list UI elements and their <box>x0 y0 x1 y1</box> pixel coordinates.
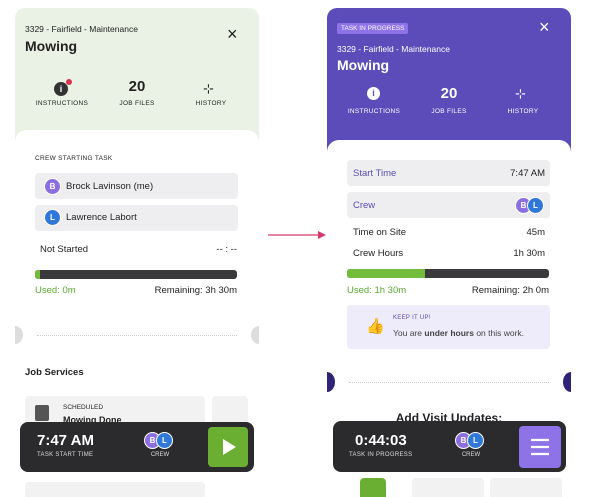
row-label: Start Time <box>353 168 397 179</box>
job-subtitle: 3329 - Fairfield - Maintenance <box>337 44 450 54</box>
bar-time-label: TASK IN PROGRESS <box>349 452 413 458</box>
remaining-time: Remaining: 3h 30m <box>154 285 237 296</box>
row-value: 7:47 AM <box>510 168 545 179</box>
notch <box>563 372 571 392</box>
bar-crew-label: CREW <box>461 452 481 458</box>
bottom-bar: 0:44:03 TASK IN PROGRESS B L CREW <box>333 421 566 472</box>
arrow <box>268 231 326 239</box>
update-tile[interactable] <box>490 478 562 497</box>
tab-label[interactable]: JOB FILES <box>431 108 467 115</box>
job-title: Mowing <box>337 57 390 73</box>
tip-text: You are under hours on this work. <box>393 328 524 338</box>
crew-pill[interactable] <box>35 173 238 199</box>
header-bg <box>15 8 259 148</box>
history-icon[interactable]: ⊹ <box>203 81 214 96</box>
menu-icon <box>531 438 549 456</box>
tab-label[interactable]: INSTRUCTIONS <box>347 108 401 115</box>
crew-pill[interactable] <box>35 205 238 231</box>
avatar: B <box>44 178 61 195</box>
bar-time: 0:44:03 <box>355 432 407 449</box>
row-label: Crew <box>353 200 376 211</box>
update-tile[interactable] <box>412 478 484 497</box>
tab-label[interactable]: HISTORY <box>507 108 539 115</box>
progress-bar <box>347 269 549 278</box>
tip-text-part: You are <box>393 328 425 338</box>
info-icon[interactable]: i <box>367 87 380 100</box>
close-button[interactable]: × <box>539 17 550 37</box>
progress-fill <box>35 270 40 279</box>
section-title: Job Services <box>25 367 84 378</box>
avatar: L <box>467 432 484 449</box>
job-files-count[interactable]: 20 <box>440 85 458 102</box>
update-tile[interactable] <box>360 478 386 497</box>
bottom-bar: 7:47 AM TASK START TIME B L CREW <box>20 422 254 472</box>
row-value: 1h 30m <box>513 248 545 259</box>
info-icon[interactable]: i <box>54 82 68 96</box>
status-badge: TASK IN PROGRESS <box>337 23 409 34</box>
used-time: Used: 0m <box>35 285 76 296</box>
tip-text-bold: under hours <box>424 328 474 338</box>
tab-label[interactable]: HISTORY <box>195 100 227 107</box>
job-title: Mowing <box>25 38 78 54</box>
thumb-icon: 👍 <box>366 318 385 335</box>
tip-box <box>347 305 550 349</box>
status-time: -- : -- <box>216 244 237 255</box>
divider <box>349 382 549 383</box>
job-files-count[interactable]: 20 <box>128 78 146 95</box>
used-time: Used: 1h 30m <box>347 285 407 296</box>
tip-text-part: on this work. <box>473 328 525 338</box>
row-label: Time on Site <box>353 227 406 238</box>
row-label: Crew Hours <box>353 248 404 259</box>
info-row <box>347 160 550 186</box>
avatar: L <box>527 197 544 214</box>
progress-bar <box>35 270 237 279</box>
avatar: L <box>156 432 173 449</box>
history-icon[interactable]: ⊹ <box>515 86 526 101</box>
close-button[interactable]: × <box>227 24 238 44</box>
play-icon <box>223 439 236 455</box>
notification-dot <box>66 79 72 85</box>
notch <box>251 326 259 344</box>
tip-title: KEEP IT UP! <box>393 315 431 321</box>
avatar: L <box>44 209 61 226</box>
tab-label[interactable]: JOB FILES <box>119 100 155 107</box>
bar-time: 7:47 AM <box>37 432 94 449</box>
start-button[interactable] <box>208 427 248 467</box>
menu-button[interactable] <box>519 426 561 468</box>
divider <box>37 335 237 336</box>
notch <box>327 372 335 392</box>
crew-heading: CREW STARTING TASK <box>35 155 113 162</box>
calendar-icon <box>35 405 49 421</box>
status-label: Not Started <box>40 244 89 255</box>
progress-fill <box>347 269 425 278</box>
service-tag: SCHEDULED <box>63 404 104 411</box>
crew-name: Brock Lavinson (me) <box>66 181 154 192</box>
bar-time-label: TASK START TIME <box>37 452 94 458</box>
crew-name: Lawrence Labort <box>66 212 137 223</box>
bar-crew-label: CREW <box>150 452 170 458</box>
notch <box>15 326 23 344</box>
tab-label[interactable]: INSTRUCTIONS <box>35 100 89 107</box>
service-card[interactable] <box>25 482 205 497</box>
row-value: 45m <box>526 227 545 238</box>
service-name: Mowing Done <box>63 415 122 425</box>
job-subtitle: 3329 - Fairfield - Maintenance <box>25 24 138 34</box>
remaining-time: Remaining: 2h 0m <box>471 285 549 296</box>
